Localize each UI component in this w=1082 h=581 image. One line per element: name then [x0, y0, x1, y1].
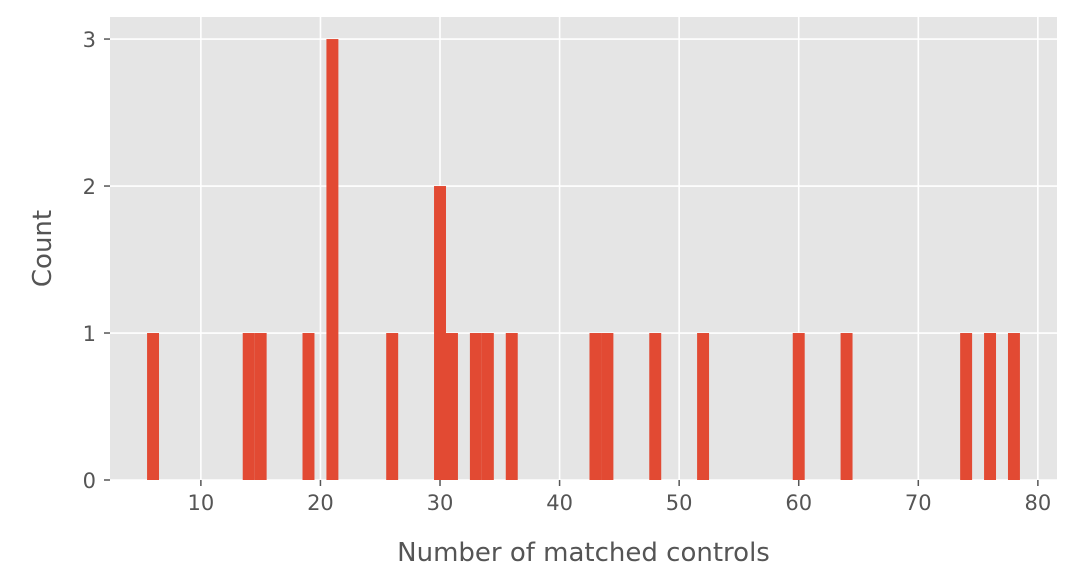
- y-axis-title: Count: [28, 210, 58, 287]
- x-tick-label: 70: [905, 491, 932, 515]
- histogram-bar: [984, 333, 997, 480]
- x-tick-label: 80: [1025, 491, 1052, 515]
- histogram-bar: [649, 333, 662, 480]
- x-tick-label: 40: [546, 491, 573, 515]
- histogram-bar: [481, 333, 494, 480]
- x-tick-label: 60: [785, 491, 812, 515]
- histogram-bar: [386, 333, 399, 480]
- histogram-bar: [589, 333, 602, 480]
- y-tick-label: 0: [83, 469, 96, 493]
- x-tick-label: 30: [427, 491, 454, 515]
- histogram-bar: [469, 333, 482, 480]
- y-tick-label: 1: [83, 322, 96, 346]
- y-tick-label: 3: [83, 28, 96, 52]
- histogram-bar: [445, 333, 458, 480]
- histogram-bar: [302, 333, 315, 480]
- histogram-bars: [147, 39, 1020, 481]
- histogram-bar: [434, 186, 446, 481]
- y-axis-ticks: 0 1 2 3: [83, 28, 110, 493]
- histogram-bar: [792, 333, 805, 480]
- histogram-bar: [840, 333, 853, 480]
- histogram-bar: [960, 333, 973, 480]
- x-axis-ticks: 10 20 30 40 50 60 70 80: [188, 480, 1052, 515]
- histogram-bar: [147, 333, 160, 480]
- histogram-bar: [1007, 333, 1020, 480]
- histogram-bar: [326, 39, 339, 481]
- histogram-bar: [697, 333, 710, 480]
- histogram-bar: [505, 333, 518, 480]
- histogram-bar: [254, 333, 267, 480]
- x-axis-title: Number of matched controls: [397, 538, 770, 568]
- x-tick-label: 20: [307, 491, 334, 515]
- x-tick-label: 10: [188, 491, 215, 515]
- histogram-bar: [601, 333, 614, 480]
- x-tick-label: 50: [666, 491, 693, 515]
- histogram-bar: [242, 333, 255, 480]
- y-tick-label: 2: [83, 175, 96, 199]
- plot-background: [110, 17, 1057, 480]
